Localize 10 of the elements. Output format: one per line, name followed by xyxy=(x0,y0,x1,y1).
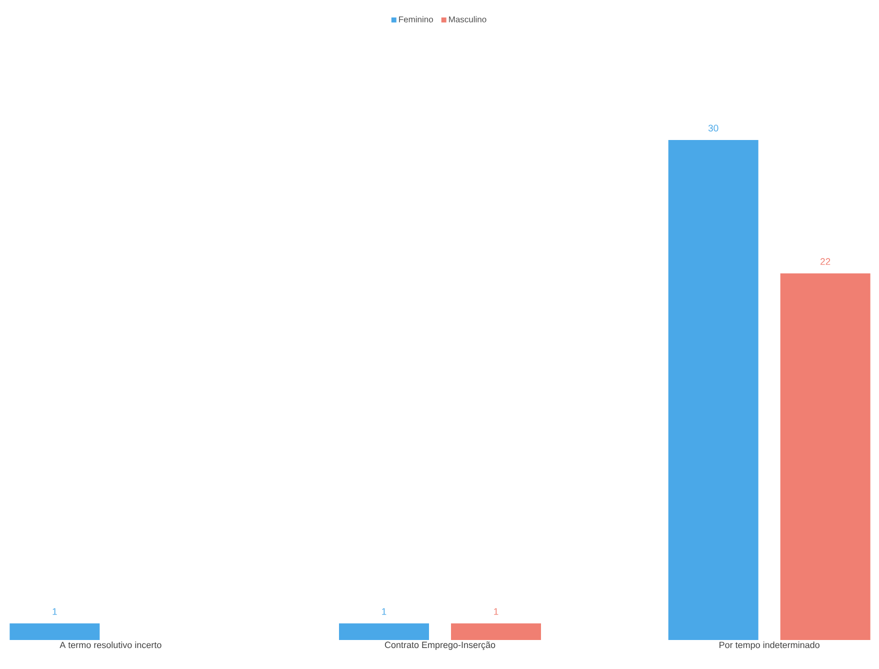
x-tick-label: A termo resolutivo incerto xyxy=(60,642,162,648)
x-tick-label: Por tempo indeterminado xyxy=(720,642,820,650)
data-label: 22 xyxy=(820,258,830,265)
data-label: 1 xyxy=(494,608,498,615)
legend-label: Feminino xyxy=(399,16,433,22)
data-label: 1 xyxy=(382,608,386,615)
legend-label: Masculino xyxy=(449,16,486,22)
data-label: 30 xyxy=(708,124,718,132)
x-tick-label: Contrato Emprego-Inserção xyxy=(384,642,496,650)
data-label: 1 xyxy=(52,608,57,615)
